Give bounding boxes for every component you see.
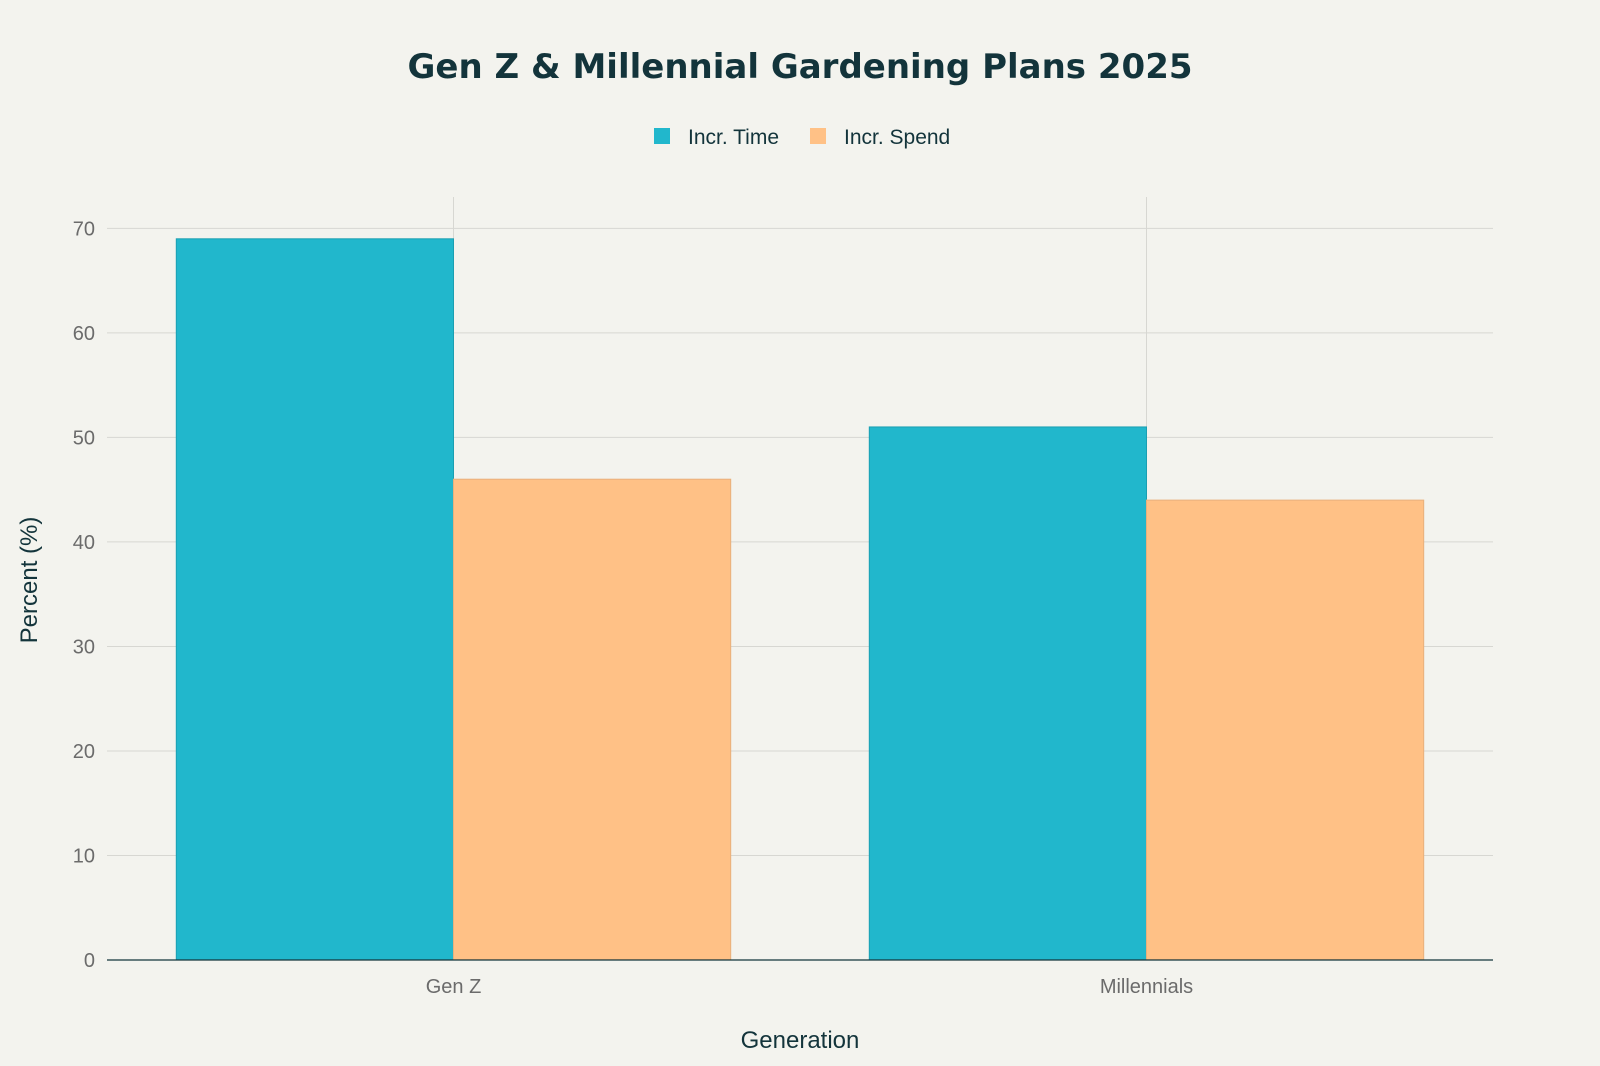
y-tick-label-40: 40 bbox=[73, 532, 95, 554]
y-tick-label-30: 30 bbox=[73, 636, 95, 658]
y-axis-ticks: 0 10 20 30 40 50 60 70 bbox=[73, 218, 95, 972]
legend-label-incr-time: Incr. Time bbox=[688, 126, 779, 149]
legend-label-incr-spend: Incr. Spend bbox=[844, 126, 950, 149]
legend: Incr. Time Incr. Spend bbox=[654, 126, 950, 149]
y-tick-label-60: 60 bbox=[73, 323, 95, 345]
bars bbox=[107, 238, 1493, 961]
y-axis-title: Percent (%) bbox=[16, 517, 43, 644]
x-tick-label-gen-z: Gen Z bbox=[426, 976, 482, 998]
y-tick-label-20: 20 bbox=[73, 741, 95, 763]
y-tick-label-10: 10 bbox=[73, 845, 95, 867]
y-tick-label-0: 0 bbox=[84, 950, 95, 972]
legend-swatch-incr-time bbox=[654, 128, 670, 144]
x-tick-label-millennials: Millennials bbox=[1100, 976, 1193, 998]
legend-swatch-incr-spend bbox=[810, 128, 826, 144]
bar-incr-time-gen-z bbox=[175, 238, 455, 961]
bar-incr-spend-millennials bbox=[1146, 499, 1425, 961]
chart-title: Gen Z & Millennial Gardening Plans 2025 bbox=[407, 47, 1192, 87]
bar-incr-time-millennials bbox=[868, 426, 1147, 961]
x-axis-ticks: Gen Z Millennials bbox=[426, 976, 1193, 998]
y-tick-label-70: 70 bbox=[73, 218, 95, 240]
x-axis-title: Generation bbox=[741, 1027, 860, 1054]
bar-incr-spend-gen-z bbox=[453, 478, 732, 961]
y-tick-label-50: 50 bbox=[73, 427, 95, 449]
